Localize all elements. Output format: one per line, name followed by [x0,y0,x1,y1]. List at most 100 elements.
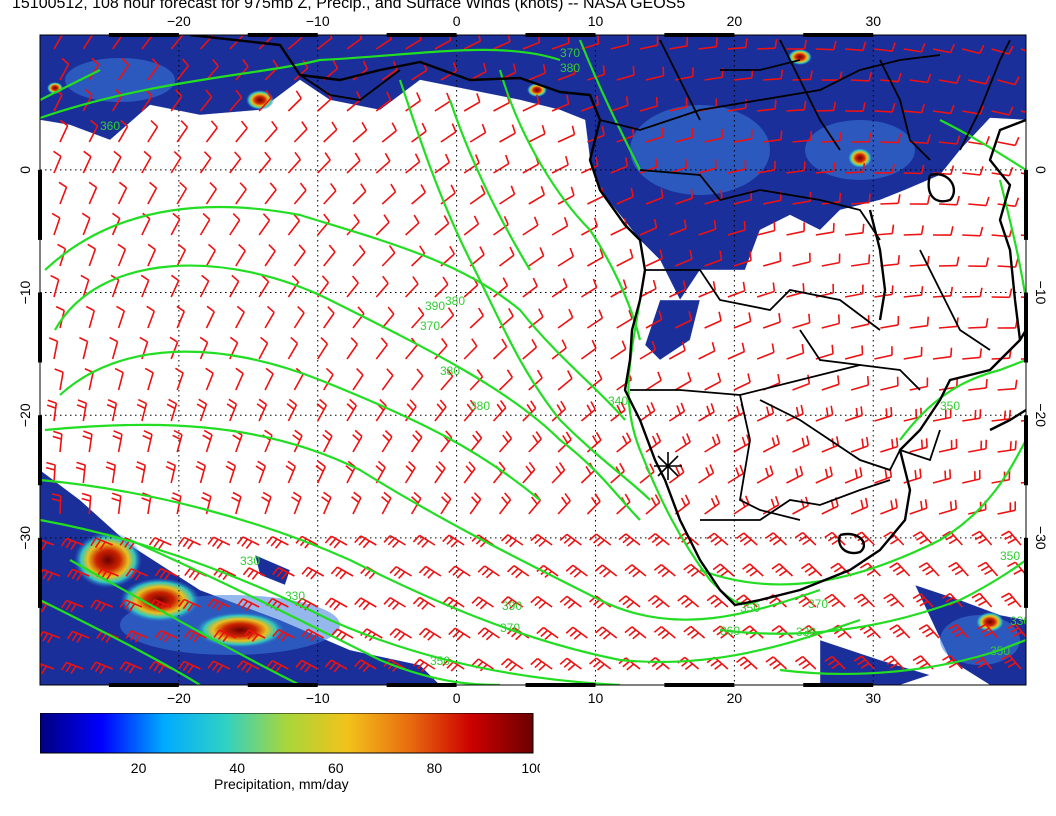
wind-barb [909,499,928,515]
contour-label: 330 [240,554,260,568]
wind-barb [266,659,289,673]
wind-barb [528,63,547,81]
wind-barb [763,69,784,81]
wind-barb [141,150,152,174]
wind-barb [903,346,923,360]
lon-tick-label: 30 [865,13,881,29]
wind-barb [733,129,753,143]
wind-barb [903,225,924,236]
wind-barb [165,460,177,484]
wind-barb [704,250,723,267]
wind-barb [698,37,718,50]
wind-barb [1020,48,1026,52]
wind-barb [256,398,268,422]
wind-barb [932,347,953,360]
wind-barb [706,656,729,670]
wind-barb [962,105,985,115]
wind-barb [235,243,246,267]
wind-barb [315,460,327,484]
lat-tick-label: −30 [17,526,33,550]
wind-barb [60,537,84,551]
wind-barb [824,655,846,670]
wind-barb [991,288,1013,299]
wind-barb [794,531,817,546]
wind-barb [492,277,509,298]
wind-barb [463,35,482,50]
wind-barb [110,274,120,298]
wind-barb [733,312,752,329]
wind-barb [1020,358,1026,360]
wind-barb [82,150,92,174]
wind-barb [581,156,599,174]
wind-barb [669,36,689,50]
wind-barb [176,58,189,81]
wind-barb [792,374,811,391]
wind-barb [918,624,940,639]
wind-barb [105,461,116,484]
wind-barb [850,375,870,391]
wind-barb [499,246,515,267]
wind-barb [616,187,634,205]
wind-barb [375,275,389,298]
wind-barb [148,660,172,674]
wind-barb [492,400,507,422]
wind-barb [918,562,940,577]
wind-barb [557,125,576,143]
wind-barb [909,255,930,267]
wind-barb [997,379,1018,391]
wind-barb [736,656,758,670]
wind-barb [653,563,676,578]
wind-barb [586,493,601,515]
wind-barb [551,462,566,484]
wind-barb [264,244,276,267]
contour-label: 350 [430,654,450,668]
wind-barb [492,338,508,360]
wind-barb [207,536,231,550]
wind-barb [792,496,810,515]
wind-barb [909,195,931,205]
wind-barb [618,595,641,609]
lon-tick-label: 20 [727,690,743,706]
wind-barb [51,493,62,515]
wind-barb [618,533,641,547]
contour-label: 360 [100,119,120,133]
wind-barb [440,62,458,81]
wind-barb [136,398,148,422]
wind-barb [66,630,90,644]
wind-barb [81,212,91,236]
contour-label: 350 [1000,549,1020,563]
wind-barbs [40,35,1026,675]
wind-barb [172,429,183,453]
wind-barb [698,464,715,484]
wind-barb [54,368,64,391]
wind-barb [880,255,900,267]
wind-barb [354,597,377,611]
wind-barb [477,627,500,641]
wind-barb [792,313,811,329]
wind-barb [405,214,420,236]
wind-barb [962,409,982,422]
wind-barb [213,629,237,643]
wind-barb [762,496,780,515]
wind-barb [229,151,242,174]
wind-barb [903,103,926,114]
wind-barb [668,402,686,422]
wind-barb [236,598,260,611]
wind-barb [499,185,516,205]
wind-barb [968,318,989,329]
wind-barb [551,155,569,174]
wind-barb [85,305,96,329]
wind-barb [589,533,612,547]
wind-barb [498,430,513,453]
wind-barb [258,274,270,298]
wind-barb [903,43,926,53]
wind-barb [639,218,658,236]
wind-barb [178,536,201,550]
wind-barb [815,466,833,484]
wind-barb [199,274,210,298]
wind-barb [850,497,869,515]
wind-barb [463,93,481,112]
wind-barb [580,278,598,298]
wind-barb [821,253,841,267]
wind-barb [498,369,513,391]
